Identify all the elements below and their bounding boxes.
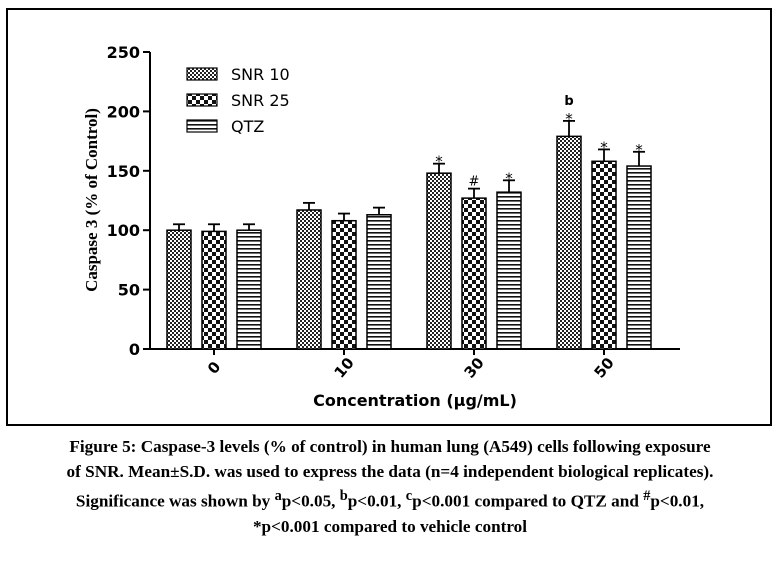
significance-label: *	[635, 141, 643, 159]
bar	[166, 229, 192, 350]
bar	[201, 230, 227, 350]
legend-label: QTZ	[231, 117, 264, 136]
figure-caption: Figure 5: Caspase-3 levels (% of control…	[0, 434, 780, 539]
x-axis-label: Concentration (μg/mL)	[313, 391, 517, 410]
y-tick-label: 150	[107, 162, 140, 181]
bar	[331, 219, 357, 350]
x-tick-label: 50	[591, 354, 618, 382]
caption-superscript: a	[274, 488, 282, 504]
bar	[591, 160, 617, 350]
caption-text: p<0.01,	[650, 491, 705, 511]
bar	[296, 209, 322, 350]
bar	[426, 172, 452, 350]
x-tick-label: 30	[461, 354, 488, 382]
legend-swatch	[186, 67, 218, 81]
x-tick-label: 0	[204, 358, 224, 378]
caption-line-4: *p<0.001 compared to vehicle control	[252, 516, 528, 536]
caption-superscript: c	[405, 488, 413, 504]
x-tick-label: 10	[331, 354, 358, 382]
y-tick-label: 0	[129, 340, 140, 359]
caption-superscript: b	[339, 488, 348, 504]
y-axis-label: Caspase 3 (% of Control)	[82, 108, 101, 292]
significance-label: *	[505, 169, 513, 187]
y-tick-label: 50	[118, 281, 140, 300]
caption-text: p<0.05,	[281, 491, 340, 511]
legend-swatch	[186, 119, 218, 133]
caption-text: p<0.001 compared to QTZ and	[412, 491, 644, 511]
legend-label: SNR 25	[231, 91, 290, 110]
legend: SNR 10 SNR 25 QTZ	[186, 65, 290, 136]
figure-frame	[6, 8, 772, 426]
legend-label: SNR 10	[231, 65, 290, 84]
caption-text: Significance was shown by	[75, 491, 275, 511]
bar	[366, 214, 392, 350]
y-tick-label: 100	[107, 221, 140, 240]
significance-label: *	[435, 153, 443, 171]
bar	[556, 135, 582, 350]
significance-label: *	[565, 110, 573, 128]
y-tick-label: 250	[107, 43, 140, 62]
significance-label: #	[469, 175, 480, 190]
bar	[461, 197, 487, 350]
significance-label: *	[600, 138, 608, 156]
caption-superscript: #	[643, 488, 651, 504]
bars: *# *b** *	[166, 94, 652, 350]
bar	[626, 165, 652, 350]
bar	[496, 191, 522, 350]
caption-text: p<0.01,	[347, 491, 406, 511]
caption-line-2: of SNR. Mean±S.D. was used to express th…	[66, 462, 714, 481]
legend-swatch	[186, 93, 218, 107]
caption-line-1: Figure 5: Caspase-3 levels (% of control…	[69, 437, 711, 456]
significance-label: b	[564, 94, 573, 109]
bar	[236, 229, 262, 350]
y-tick-label: 200	[107, 102, 140, 121]
caption-line-3: Significance was shown by ap<0.05, bp<0.…	[0, 484, 780, 514]
